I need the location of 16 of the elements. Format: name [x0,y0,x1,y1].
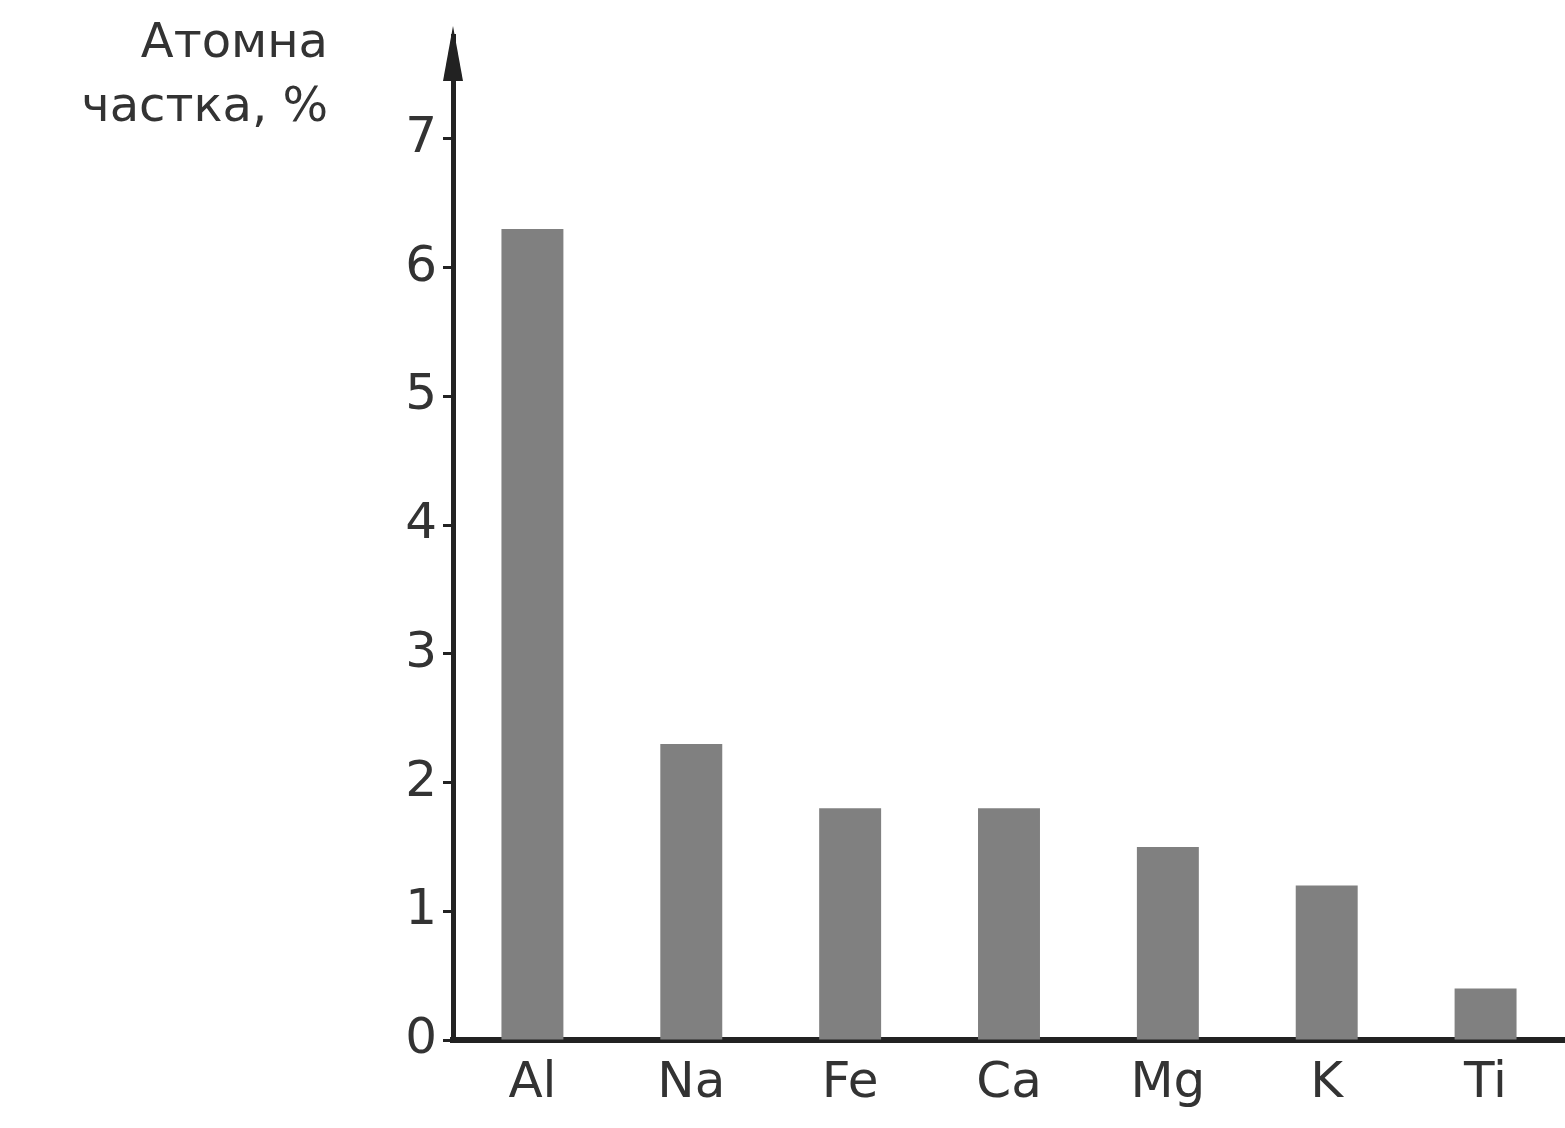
y-tick-label: 6 [405,234,437,293]
y-axis-title: Атомна частка, % [80,11,328,134]
x-tick-label: Na [657,1050,726,1109]
y-tick-label: 7 [405,105,437,164]
y-tick-label: 0 [405,1006,437,1065]
x-tick-label: Al [508,1050,557,1109]
y-tick-label: 4 [405,492,437,551]
y-tick-label: 2 [405,749,437,808]
x-tick-label: Fe [821,1050,879,1109]
x-tick-label: Mg [1130,1050,1206,1109]
y-tick-label: 3 [405,620,437,679]
x-tick-label: Ca [976,1050,1042,1109]
x-tick-label: K [1310,1050,1345,1109]
x-tick-label: Ti [1463,1050,1508,1109]
y-tick-label: 1 [405,878,437,937]
y-tick-label: 5 [405,363,437,422]
